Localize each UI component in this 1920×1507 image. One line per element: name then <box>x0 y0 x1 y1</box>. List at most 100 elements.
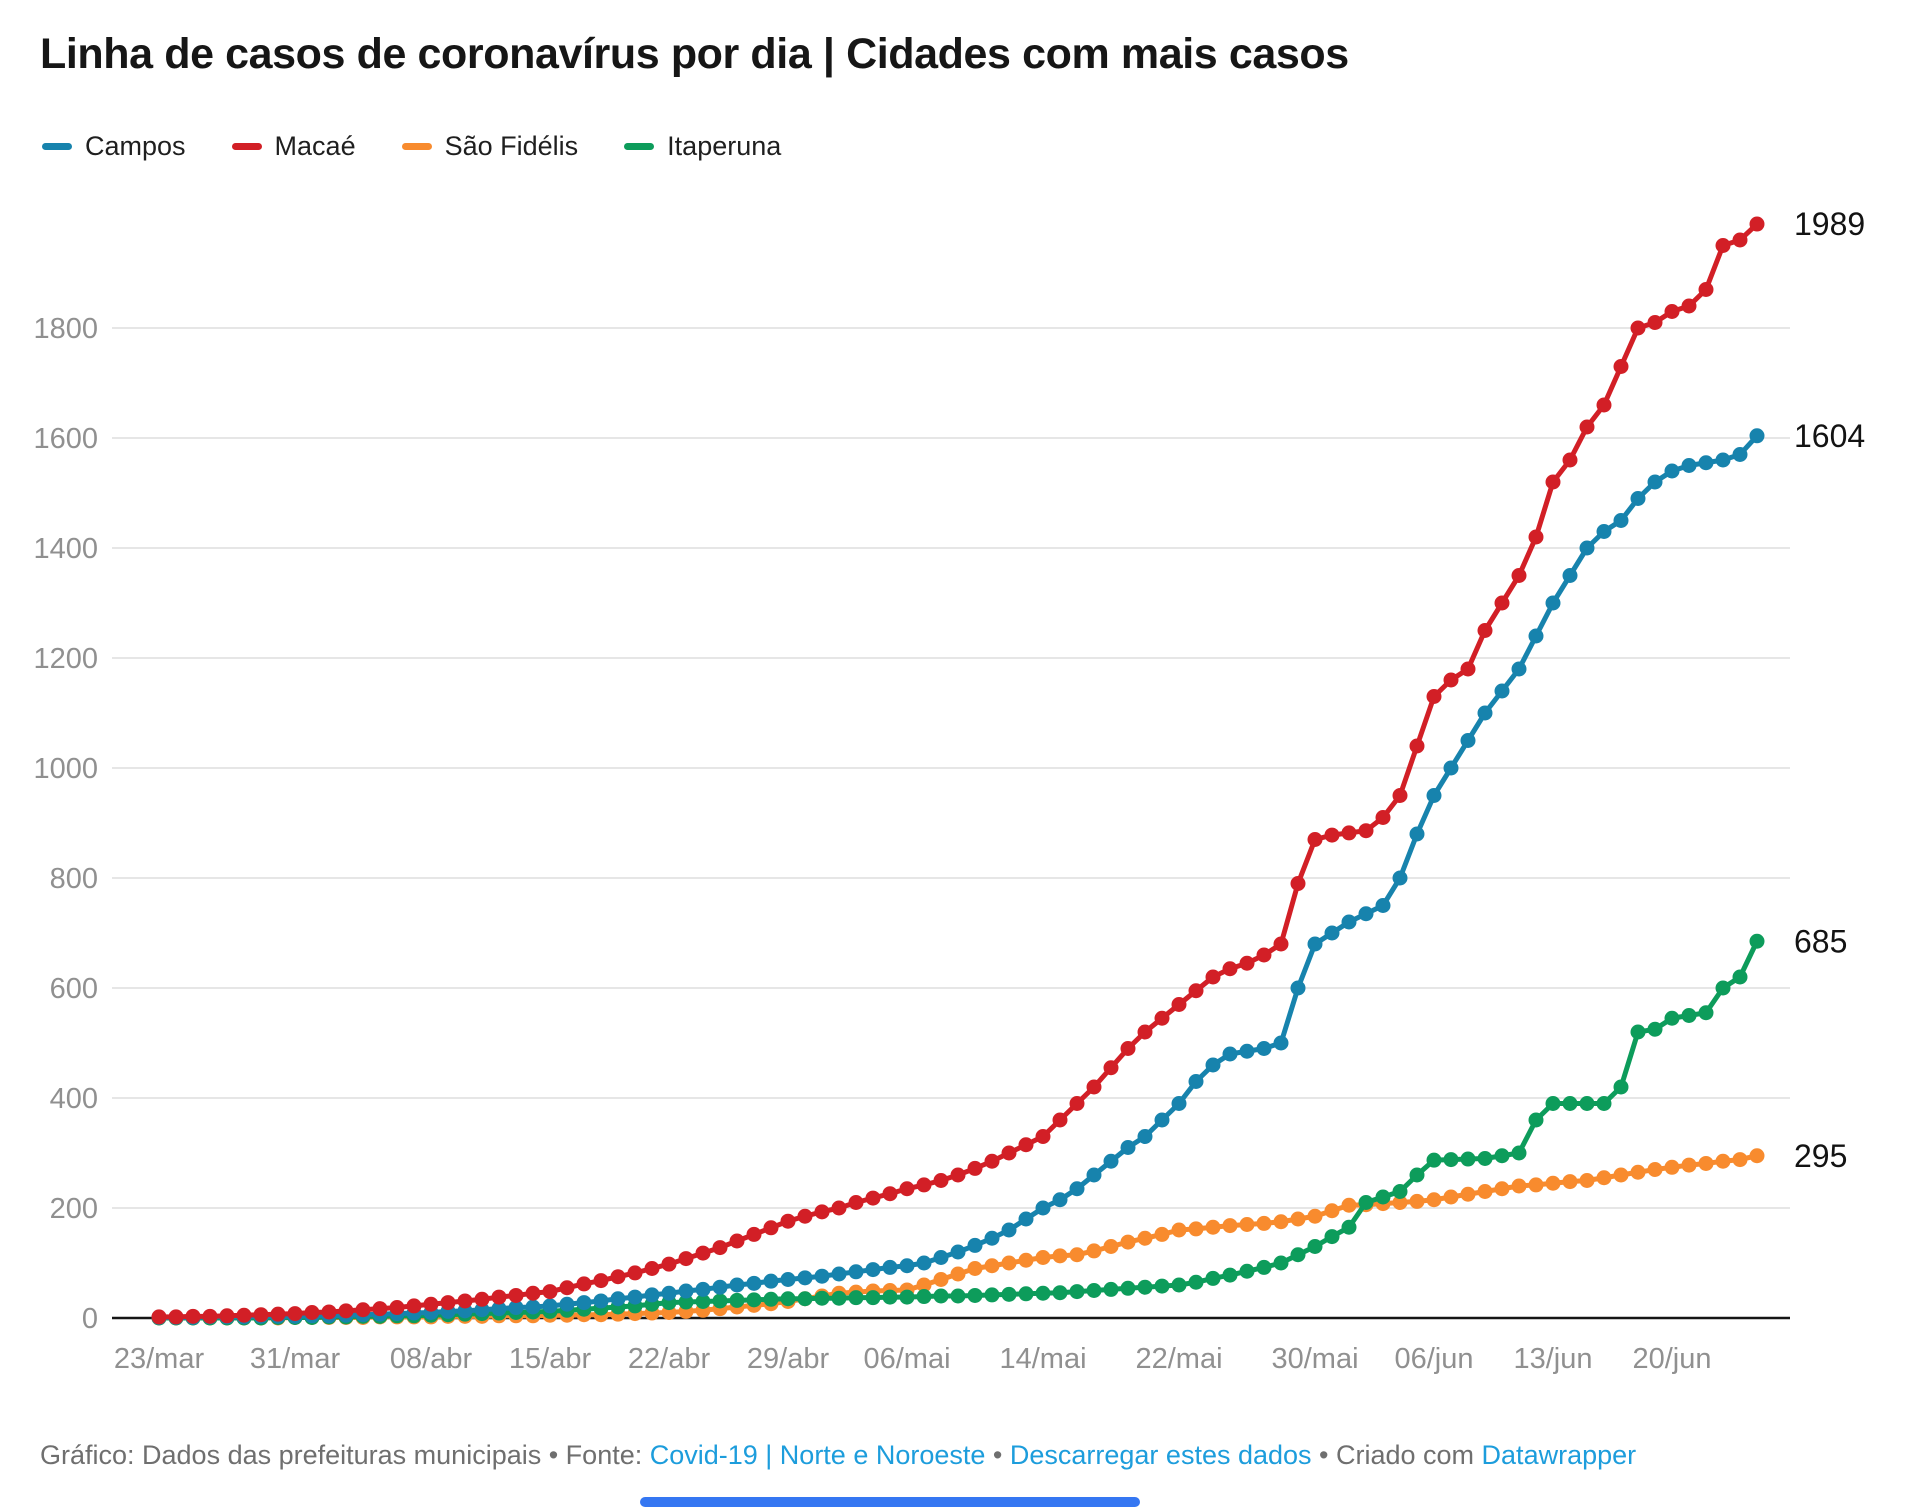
data-point <box>1018 1286 1034 1302</box>
data-point <box>1596 1170 1612 1186</box>
data-point <box>1392 788 1408 803</box>
data-point <box>1171 997 1187 1012</box>
data-point <box>610 1269 626 1285</box>
data-point <box>1137 1279 1153 1295</box>
data-point <box>1562 1174 1578 1190</box>
data-point <box>457 1293 473 1309</box>
data-point <box>865 1290 881 1306</box>
data-point <box>1188 1274 1204 1290</box>
bottom-progress-bar[interactable] <box>640 1497 1140 1507</box>
data-point <box>1579 1173 1595 1188</box>
data-point <box>1681 1157 1697 1173</box>
data-point <box>1443 760 1459 776</box>
legend-item-Itaperuna: Itaperuna <box>624 131 781 162</box>
data-point <box>1528 1177 1544 1193</box>
data-point <box>1154 1112 1170 1128</box>
data-point <box>1511 1145 1527 1161</box>
data-point <box>1664 1159 1680 1175</box>
data-point <box>848 1290 864 1306</box>
data-point <box>984 1258 1000 1274</box>
x-axis-label-13/jun: 13/jun <box>1513 1343 1592 1375</box>
data-point <box>1426 689 1442 704</box>
data-point <box>1647 315 1663 330</box>
y-axis-label-1800: 1800 <box>33 313 98 345</box>
data-point <box>1035 1250 1051 1265</box>
data-point <box>1528 628 1544 644</box>
data-point <box>1664 463 1680 479</box>
data-point <box>933 1173 949 1188</box>
data-point <box>1409 1193 1425 1209</box>
data-point <box>508 1300 524 1316</box>
data-point <box>882 1289 898 1305</box>
data-point <box>933 1288 949 1304</box>
end-value-label-São Fidélis: 295 <box>1794 1138 1847 1174</box>
data-point <box>1103 1060 1119 1076</box>
data-point <box>1460 661 1476 677</box>
y-axis-label-1000: 1000 <box>33 753 98 785</box>
data-point <box>1409 826 1425 842</box>
data-point <box>474 1291 490 1307</box>
datawrapper-link[interactable]: Datawrapper <box>1481 1440 1637 1470</box>
footer-separator-2: • <box>1311 1440 1336 1470</box>
data-point <box>1290 876 1306 891</box>
data-point <box>236 1307 252 1323</box>
data-point <box>1018 1252 1034 1268</box>
chart-legend: Campos Macaé São Fidélis Itaperuna <box>42 131 781 162</box>
data-point <box>1494 1181 1510 1197</box>
data-point <box>1732 232 1748 248</box>
data-point <box>1273 1255 1289 1271</box>
data-point <box>1001 1255 1017 1271</box>
data-point <box>1477 623 1493 638</box>
x-axis-label-29/abr: 29/abr <box>747 1343 830 1375</box>
download-data-link[interactable]: Descarregar estes dados <box>1009 1440 1312 1470</box>
data-point <box>746 1275 762 1291</box>
data-point <box>1222 1218 1238 1234</box>
data-point <box>1069 1096 1085 1111</box>
legend-item-Macaé: Macaé <box>231 131 356 162</box>
legend-label: Itaperuna <box>667 131 782 161</box>
data-point <box>1273 936 1289 952</box>
data-point <box>1749 216 1765 232</box>
data-point <box>1732 969 1748 985</box>
data-point <box>763 1291 779 1307</box>
data-point <box>1477 1151 1493 1166</box>
data-point <box>1001 1286 1017 1302</box>
data-point <box>933 1250 949 1265</box>
data-point <box>593 1293 609 1309</box>
data-point <box>797 1208 813 1224</box>
data-point <box>1681 1008 1697 1023</box>
source-link[interactable]: Covid-19 | Norte e Noroeste <box>649 1440 986 1470</box>
chart-title: Linha de casos de coronavírus por dia | … <box>40 30 1349 78</box>
data-point <box>678 1283 694 1299</box>
data-point <box>1069 1247 1085 1263</box>
data-point <box>1545 595 1561 611</box>
data-point <box>967 1287 983 1303</box>
y-axis-label-0: 0 <box>82 1303 98 1335</box>
data-point <box>1596 1096 1612 1111</box>
data-point <box>389 1300 405 1316</box>
data-point <box>1086 1079 1102 1095</box>
data-point <box>593 1273 609 1289</box>
data-point <box>916 1177 932 1193</box>
data-point <box>1171 1222 1187 1238</box>
data-point <box>1630 320 1646 336</box>
data-point <box>916 1289 932 1305</box>
data-point <box>1069 1284 1085 1300</box>
data-point <box>542 1284 558 1300</box>
data-point <box>219 1308 235 1324</box>
data-point <box>1613 1079 1629 1095</box>
data-point <box>1341 1197 1357 1213</box>
end-value-label-Campos: 1604 <box>1794 418 1865 454</box>
data-point <box>355 1302 371 1318</box>
data-point <box>627 1289 643 1305</box>
data-point <box>746 1292 762 1308</box>
data-point <box>1001 1145 1017 1161</box>
data-point <box>695 1281 711 1297</box>
data-point <box>678 1294 694 1310</box>
data-point <box>1239 1043 1255 1059</box>
data-point <box>1341 914 1357 930</box>
data-point <box>814 1268 830 1284</box>
data-point <box>1290 980 1306 996</box>
